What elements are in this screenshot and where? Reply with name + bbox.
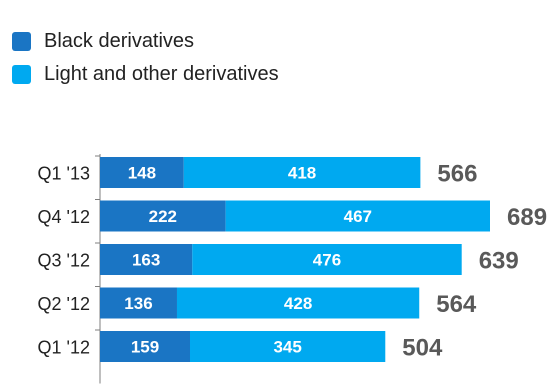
data-label: 163 bbox=[132, 251, 160, 270]
legend-item-light-derivatives: Light and other derivatives bbox=[12, 58, 279, 91]
bar-segment-black bbox=[100, 200, 226, 232]
bar-segment-black bbox=[100, 331, 190, 362]
data-label: 345 bbox=[273, 338, 301, 357]
category-label: Q4 '12 bbox=[38, 207, 90, 227]
legend-item-black-derivatives: Black derivatives bbox=[12, 25, 279, 58]
bar-segment-black bbox=[100, 287, 177, 319]
legend: Black derivatives Light and other deriva… bbox=[12, 25, 279, 91]
bar-segment-black bbox=[100, 157, 184, 188]
total-label: 639 bbox=[479, 248, 519, 275]
bar-segment-light bbox=[192, 244, 462, 275]
data-label: 159 bbox=[131, 338, 159, 357]
bar-segment-light bbox=[183, 157, 421, 188]
bar-segment-light bbox=[190, 331, 386, 362]
data-label: 136 bbox=[124, 294, 152, 313]
legend-label-light-derivatives: Light and other derivatives bbox=[44, 63, 279, 85]
bar-segment-light bbox=[176, 287, 420, 319]
legend-label-black-derivatives: Black derivatives bbox=[44, 30, 195, 52]
total-label: 504 bbox=[402, 335, 443, 362]
category-label: Q3 '12 bbox=[38, 251, 90, 271]
category-label: Q1 '12 bbox=[38, 338, 90, 358]
total-label: 564 bbox=[436, 291, 477, 318]
bar-segment-black bbox=[100, 244, 193, 275]
category-label: Q2 '12 bbox=[38, 294, 90, 314]
data-label: 467 bbox=[344, 207, 372, 226]
data-label: 476 bbox=[313, 251, 341, 270]
data-label: 418 bbox=[288, 164, 316, 183]
data-label: 428 bbox=[284, 294, 312, 313]
bar-segment-light bbox=[225, 200, 490, 232]
legend-swatch-light-derivatives bbox=[12, 65, 31, 84]
data-label: 148 bbox=[128, 164, 156, 183]
legend-swatch-black-derivatives bbox=[12, 32, 31, 51]
data-label: 222 bbox=[149, 207, 177, 226]
total-label: 566 bbox=[437, 161, 477, 188]
category-label: Q1 '13 bbox=[38, 164, 90, 184]
total-label: 689 bbox=[507, 204, 547, 231]
